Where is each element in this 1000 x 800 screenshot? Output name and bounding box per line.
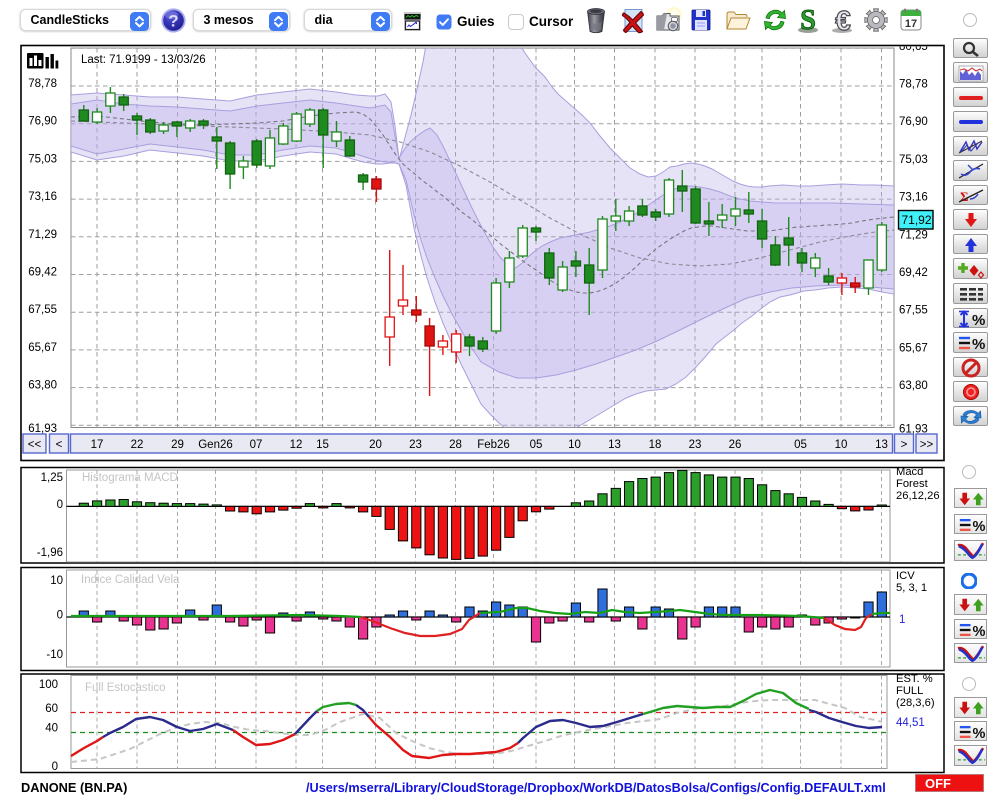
- svg-text:61,93: 61,93: [28, 423, 57, 435]
- svg-text:(28,3,6): (28,3,6): [896, 697, 935, 709]
- svg-text:67,55: 67,55: [899, 305, 928, 317]
- svg-text:100: 100: [39, 679, 58, 691]
- svg-text:0: 0: [57, 499, 63, 511]
- svg-text:63,80: 63,80: [28, 380, 57, 392]
- svg-text:Macd: Macd: [896, 466, 923, 478]
- svg-text:ICV: ICV: [896, 570, 915, 582]
- svg-text:73,16: 73,16: [28, 191, 57, 203]
- svg-text:15: 15: [316, 439, 329, 451]
- svg-text:18: 18: [649, 439, 662, 451]
- svg-text:Σ: Σ: [960, 189, 969, 204]
- svg-text:61,93: 61,93: [899, 423, 928, 435]
- svg-text:28: 28: [449, 439, 462, 451]
- svg-text:22: 22: [131, 439, 144, 451]
- svg-text:69,42: 69,42: [28, 267, 57, 279]
- svg-text:75,03: 75,03: [28, 153, 57, 165]
- svg-text:26: 26: [729, 439, 742, 451]
- svg-text:23: 23: [409, 439, 422, 451]
- svg-text:%: %: [972, 518, 985, 534]
- svg-text:05: 05: [794, 439, 807, 451]
- svg-text:10: 10: [568, 439, 581, 451]
- svg-text:Gen26: Gen26: [198, 439, 233, 451]
- svg-text:%: %: [972, 312, 985, 329]
- svg-text:76,90: 76,90: [28, 116, 57, 128]
- svg-text:%: %: [972, 726, 985, 742]
- svg-text:71,29: 71,29: [899, 229, 928, 241]
- svg-text:S: S: [800, 6, 816, 34]
- svg-text:20: 20: [369, 439, 382, 451]
- svg-text:73,16: 73,16: [899, 192, 928, 204]
- svg-text:13: 13: [875, 439, 888, 451]
- svg-text:%: %: [972, 623, 985, 639]
- svg-text:17: 17: [91, 439, 104, 451]
- svg-text:26,12,26: 26,12,26: [896, 490, 940, 502]
- svg-text:71,29: 71,29: [28, 229, 57, 241]
- svg-text:%: %: [972, 336, 985, 353]
- svg-text:05: 05: [530, 439, 543, 451]
- svg-text:67,55: 67,55: [28, 304, 57, 316]
- svg-text:13: 13: [608, 439, 621, 451]
- svg-text:Histograma MACD: Histograma MACD: [82, 472, 178, 484]
- svg-text:Last: 71.9199 - 13/03/26: Last: 71.9199 - 13/03/26: [81, 54, 206, 66]
- svg-text:65,67: 65,67: [28, 342, 57, 354]
- svg-text:Forest: Forest: [896, 478, 929, 490]
- svg-text:10: 10: [50, 575, 63, 587]
- svg-text:71,92: 71,92: [902, 213, 932, 227]
- svg-text:1: 1: [899, 614, 905, 626]
- svg-text:-10: -10: [46, 649, 63, 661]
- svg-text:>>: >>: [920, 439, 934, 451]
- svg-text:17: 17: [905, 18, 917, 30]
- svg-text:63,80: 63,80: [899, 380, 928, 392]
- svg-text:65,67: 65,67: [899, 342, 928, 354]
- svg-text:78,78: 78,78: [899, 79, 928, 91]
- svg-text:Full Estocastico: Full Estocastico: [85, 682, 166, 694]
- svg-text:-1,96: -1,96: [37, 547, 63, 559]
- svg-text:76,90: 76,90: [899, 116, 928, 128]
- svg-text:80,65: 80,65: [899, 41, 928, 53]
- svg-text:0: 0: [57, 610, 63, 622]
- svg-text:>: >: [901, 439, 908, 451]
- svg-text:12: 12: [290, 439, 303, 451]
- svg-text:78,78: 78,78: [28, 78, 57, 90]
- svg-text:Indice Calidad Vela: Indice Calidad Vela: [81, 574, 180, 586]
- svg-text:EST. %: EST. %: [896, 673, 933, 685]
- svg-text:29: 29: [171, 439, 184, 451]
- svg-text:<: <: [56, 439, 63, 451]
- svg-text:44,51: 44,51: [896, 717, 925, 729]
- svg-text:60: 60: [45, 703, 58, 715]
- svg-text:?: ?: [168, 12, 178, 31]
- svg-text:5, 3, 1: 5, 3, 1: [896, 582, 927, 594]
- svg-text:69,42: 69,42: [899, 267, 928, 279]
- svg-text:Feb26: Feb26: [477, 439, 510, 451]
- svg-text:75,03: 75,03: [899, 154, 928, 166]
- svg-text:10: 10: [835, 439, 848, 451]
- svg-text:40: 40: [45, 723, 58, 735]
- svg-text:<<: <<: [28, 439, 42, 451]
- svg-text:€: €: [835, 6, 851, 34]
- svg-text:23: 23: [689, 439, 702, 451]
- svg-text:FULL: FULL: [896, 685, 923, 697]
- svg-text:07: 07: [250, 439, 263, 451]
- svg-text:0: 0: [52, 761, 58, 773]
- svg-text:1,25: 1,25: [41, 472, 63, 484]
